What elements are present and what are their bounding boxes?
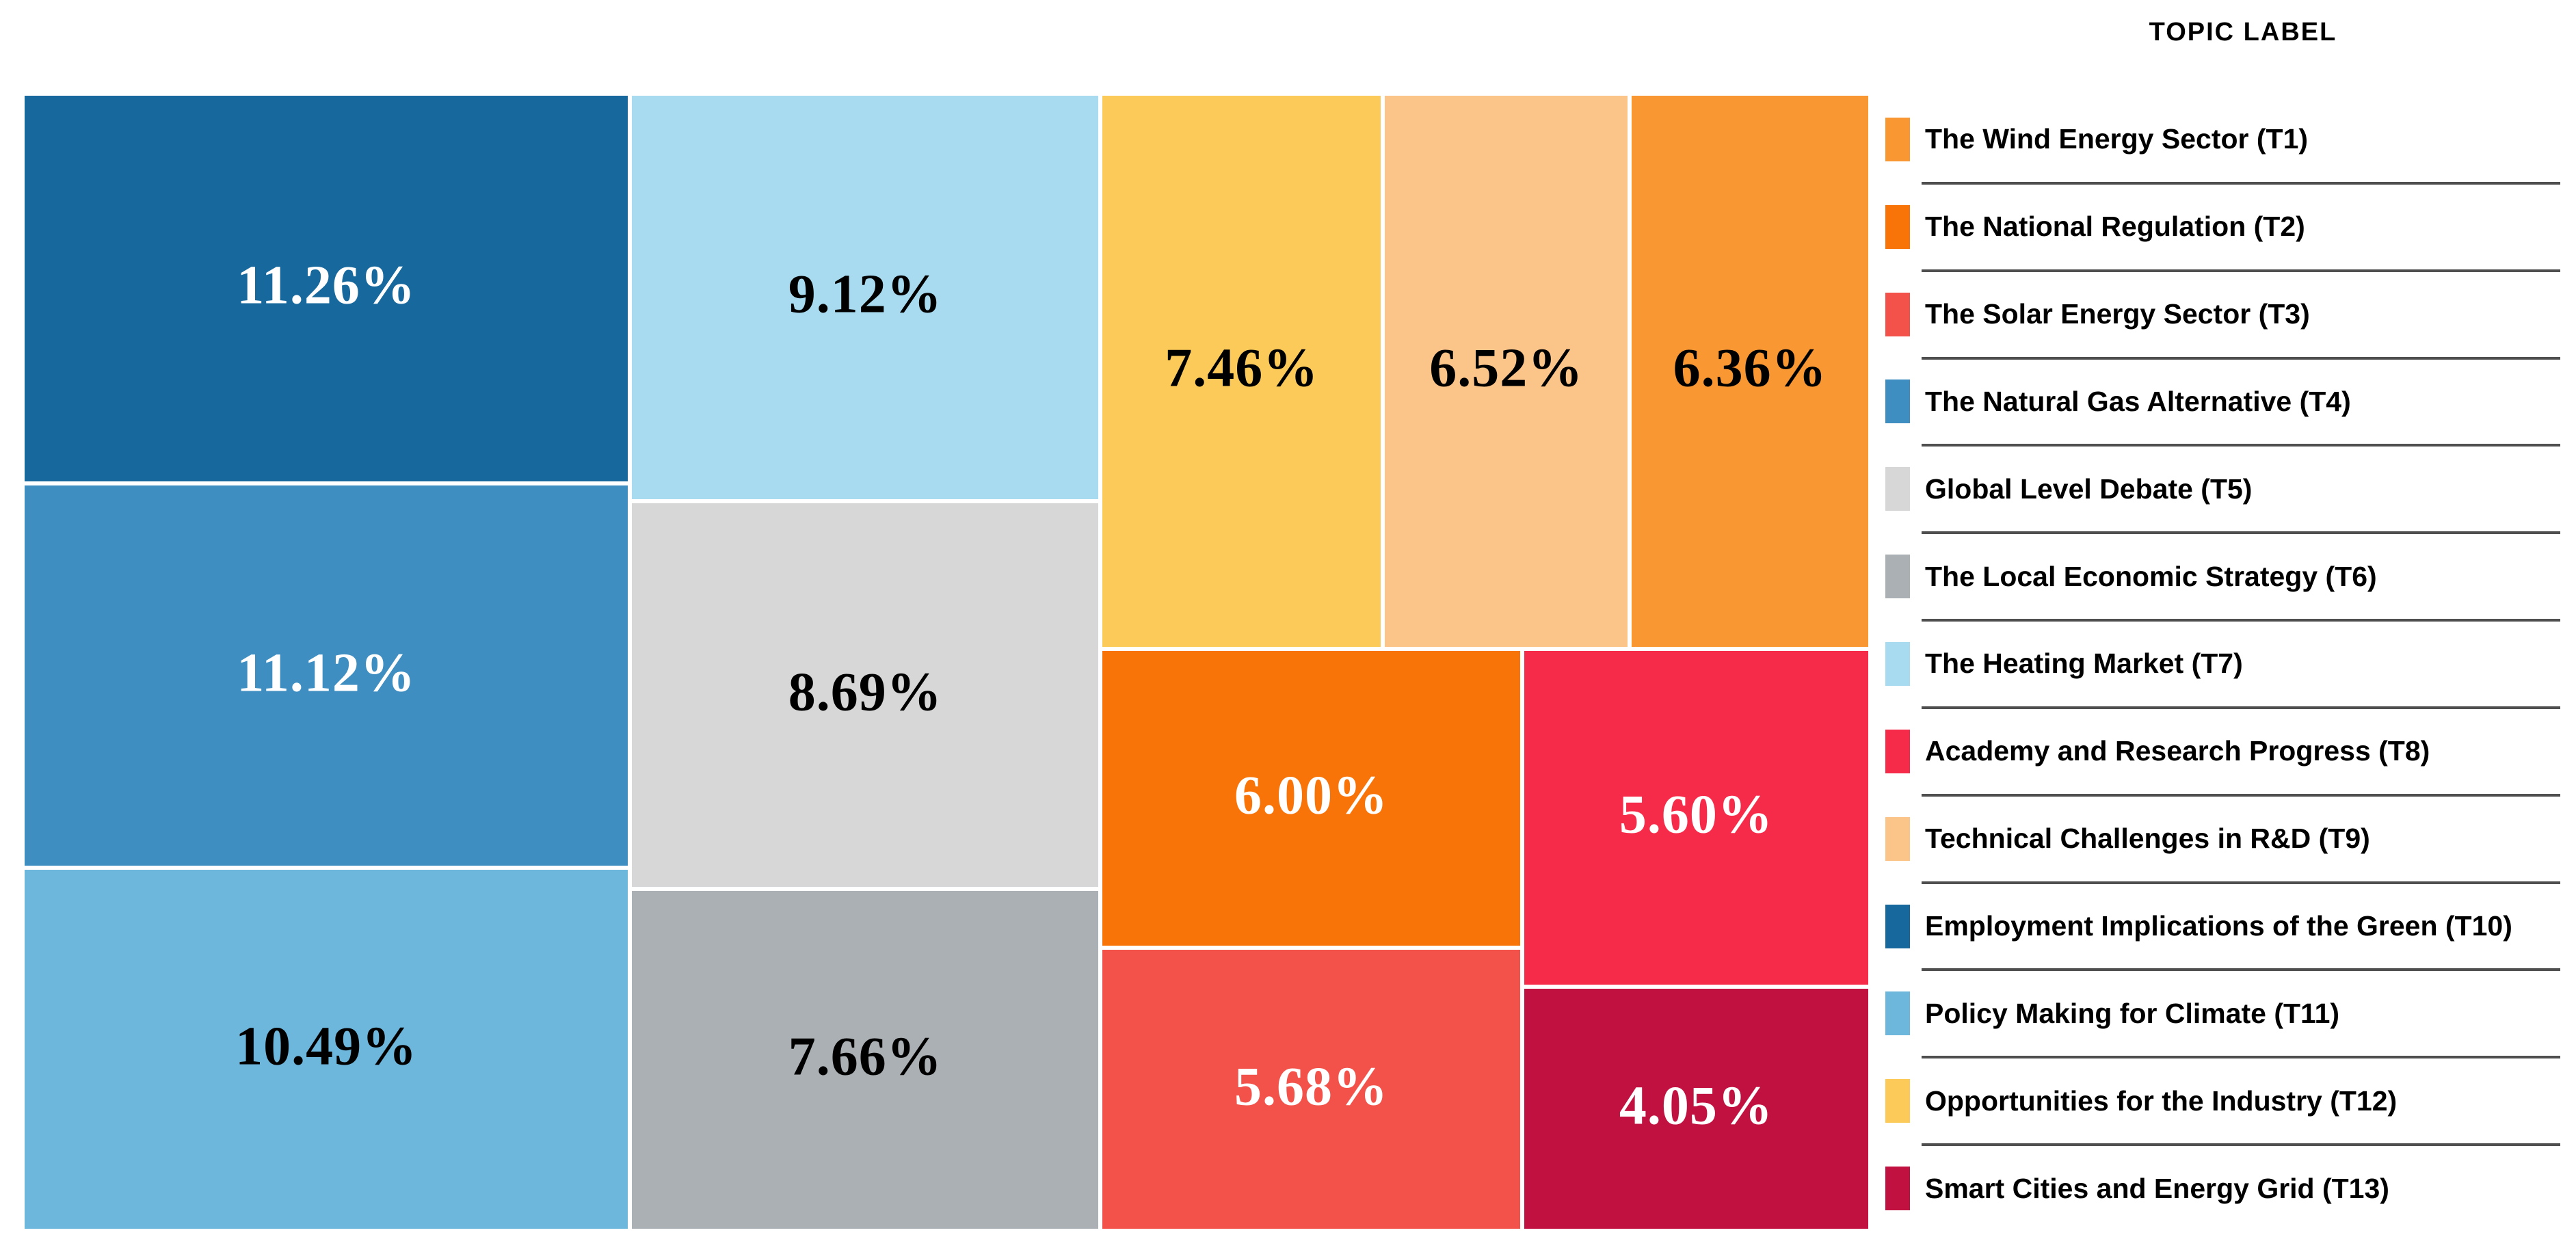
treemap-tile-T3: 5.68% xyxy=(1100,948,1522,1231)
tile-value-label: 11.26% xyxy=(237,255,416,316)
legend-label: The Heating Market (T7) xyxy=(1925,648,2243,680)
tile-value-label: 11.12% xyxy=(237,642,416,703)
legend-label: Academy and Research Progress (T8) xyxy=(1925,735,2430,767)
legend-item-T9: Technical Challenges in R&D (T9) xyxy=(1885,795,2564,884)
legend-separator xyxy=(1922,706,2560,709)
treemap-tile-T6: 7.66% xyxy=(630,888,1101,1231)
legend-swatch-T12 xyxy=(1885,1079,1910,1123)
legend-label: The Local Economic Strategy (T6) xyxy=(1925,560,2377,592)
treemap-tile-T7: 9.12% xyxy=(630,94,1101,501)
legend-item-T5: Global Level Debate (T5) xyxy=(1885,445,2564,535)
legend: The Wind Energy Sector (T1) The National … xyxy=(1885,96,2564,1232)
treemap-tile-T12: 7.46% xyxy=(1100,94,1383,649)
tile-value-label: 4.05% xyxy=(1619,1076,1773,1136)
legend-swatch-T9 xyxy=(1885,816,1910,861)
treemap-tile-T1: 6.36% xyxy=(1630,94,1870,649)
treemap-chart: 11.26% 11.12% 10.49% 9.12% 8.69% 7.66% 7.46% 6.… xyxy=(23,94,1870,1231)
tile-value-label: 5.60% xyxy=(1619,784,1773,845)
treemap-tile-T11: 10.49% xyxy=(23,868,630,1231)
tile-value-label: 7.46% xyxy=(1165,338,1319,399)
treemap-tile-T2: 6.00% xyxy=(1100,648,1522,948)
legend-label: Employment Implications of the Green (T1… xyxy=(1925,910,2512,942)
legend-swatch-T1 xyxy=(1885,117,1910,161)
legend-item-T3: The Solar Energy Sector (T3) xyxy=(1885,271,2564,360)
treemap-tile-T8: 5.60% xyxy=(1522,648,1870,987)
tile-value-label: 5.68% xyxy=(1234,1056,1388,1117)
legend-label: The Solar Energy Sector (T3) xyxy=(1925,298,2310,330)
legend-separator xyxy=(1922,793,2560,797)
legend-item-T12: Opportunities for the Industry (T12) xyxy=(1885,1057,2564,1147)
legend-separator xyxy=(1922,444,2560,447)
legend-item-T13: Smart Cities and Energy Grid (T13) xyxy=(1885,1145,2564,1232)
legend-separator xyxy=(1922,269,2560,272)
legend-label: Policy Making for Climate (T11) xyxy=(1925,997,2340,1029)
legend-label: The National Regulation (T2) xyxy=(1925,211,2305,243)
tile-value-label: 7.66% xyxy=(788,1026,942,1087)
legend-separator xyxy=(1922,1143,2560,1147)
legend-separator xyxy=(1922,181,2560,185)
legend-item-T7: The Heating Market (T7) xyxy=(1885,620,2564,709)
tile-value-label: 8.69% xyxy=(788,662,942,723)
legend-separator xyxy=(1922,881,2560,884)
treemap-tile-T4: 11.12% xyxy=(23,483,630,868)
tile-value-label: 6.00% xyxy=(1234,765,1388,826)
legend-swatch-T2 xyxy=(1885,204,1910,249)
legend-item-T10: Employment Implications of the Green (T1… xyxy=(1885,883,2564,972)
legend-label: Opportunities for the Industry (T12) xyxy=(1925,1084,2398,1117)
legend-separator xyxy=(1922,531,2560,535)
legend-swatch-T8 xyxy=(1885,729,1910,773)
legend-label: The Natural Gas Alternative (T4) xyxy=(1925,385,2351,417)
tile-value-label: 10.49% xyxy=(235,1016,418,1077)
treemap-tile-T5: 8.69% xyxy=(630,501,1101,889)
tile-value-label: 6.52% xyxy=(1429,338,1584,399)
legend-item-T6: The Local Economic Strategy (T6) xyxy=(1885,533,2564,622)
legend-swatch-T5 xyxy=(1885,467,1910,511)
legend-item-T1: The Wind Energy Sector (T1) xyxy=(1885,96,2564,185)
legend-separator xyxy=(1922,619,2560,622)
legend-item-T8: Academy and Research Progress (T8) xyxy=(1885,708,2564,797)
legend-swatch-T6 xyxy=(1885,555,1910,599)
treemap-tile-T9: 6.52% xyxy=(1383,94,1630,649)
legend-swatch-T7 xyxy=(1885,641,1910,686)
legend-swatch-T13 xyxy=(1885,1167,1910,1211)
legend-label: The Wind Energy Sector (T1) xyxy=(1925,123,2309,155)
legend-swatch-T4 xyxy=(1885,379,1910,424)
legend-swatch-T10 xyxy=(1885,904,1910,948)
legend-label: Global Level Debate (T5) xyxy=(1925,472,2253,505)
treemap-tile-T13: 4.05% xyxy=(1522,986,1870,1231)
legend-swatch-T3 xyxy=(1885,292,1910,336)
tile-value-label: 9.12% xyxy=(788,264,942,325)
legend-separator xyxy=(1922,968,2560,972)
legend-title: TOPIC LABEL xyxy=(2149,18,2337,46)
legend-separator xyxy=(1922,1056,2560,1059)
legend-item-T11: Policy Making for Climate (T11) xyxy=(1885,970,2564,1059)
legend-label: Smart Cities and Energy Grid (T13) xyxy=(1925,1172,2389,1204)
tile-value-label: 6.36% xyxy=(1673,338,1827,399)
legend-separator xyxy=(1922,356,2560,360)
legend-label: Technical Challenges in R&D (T9) xyxy=(1925,823,2370,855)
legend-item-T4: The Natural Gas Alternative (T4) xyxy=(1885,358,2564,447)
legend-item-T2: The National Regulation (T2) xyxy=(1885,183,2564,272)
legend-swatch-T11 xyxy=(1885,991,1910,1036)
treemap-tile-T10: 11.26% xyxy=(23,94,630,483)
